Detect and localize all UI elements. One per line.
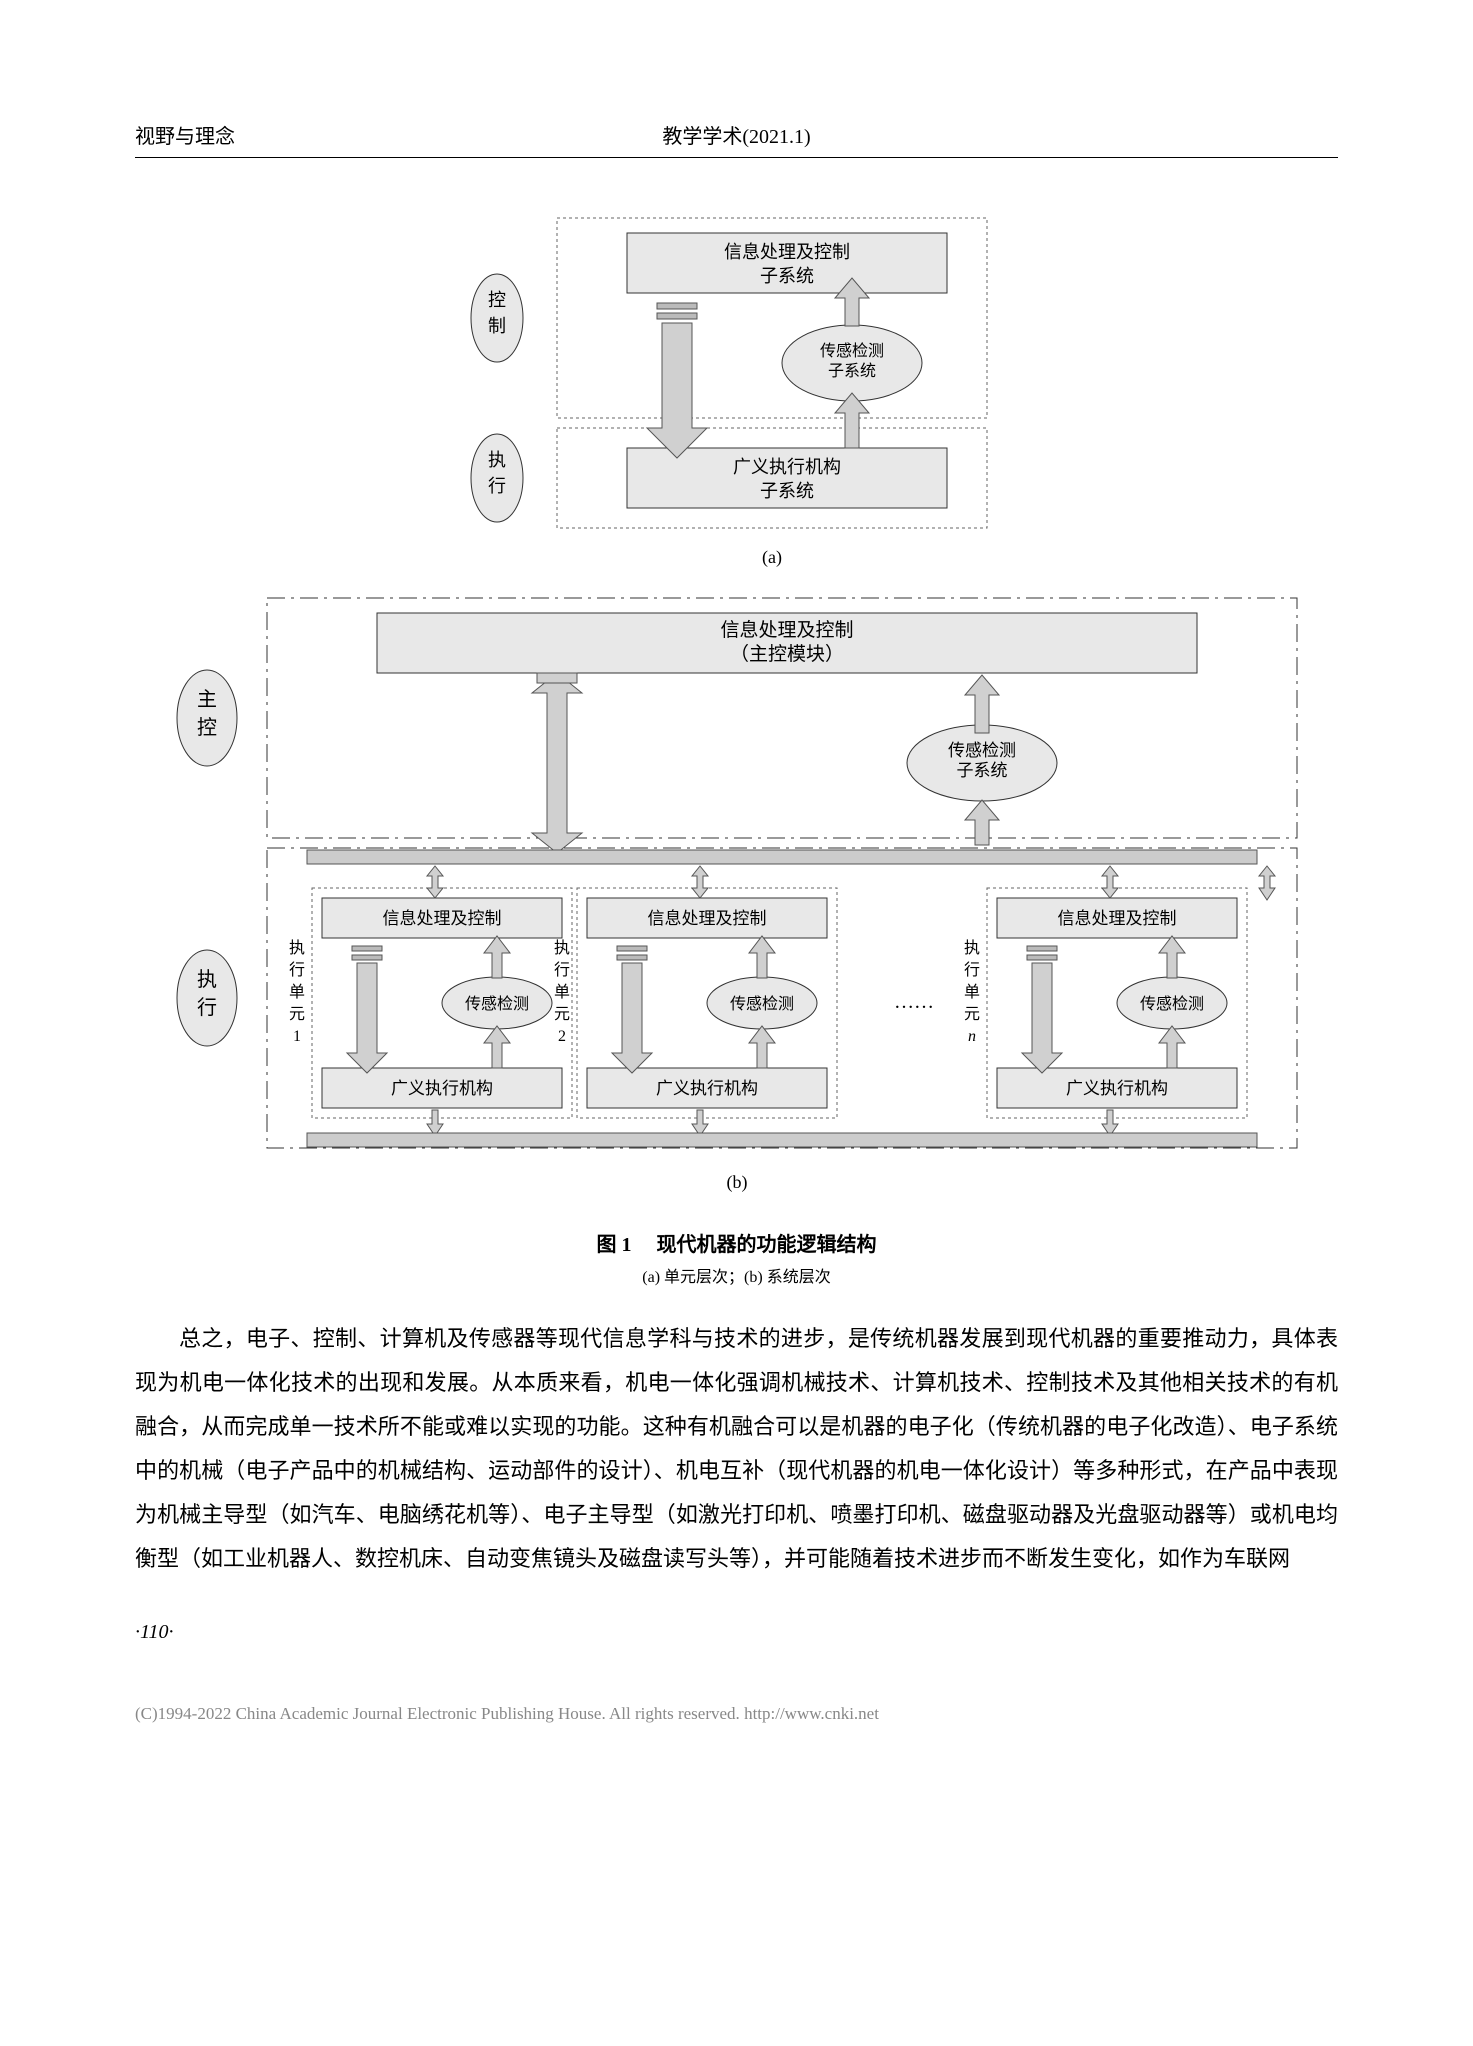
svg-text:单: 单 [963, 983, 979, 1001]
svg-text:元: 元 [553, 1006, 569, 1023]
figure-title: 图 1 现代机器的功能逻辑结构 [135, 1228, 1338, 1257]
footer-text: (C)1994-2022 China Academic Journal Elec… [135, 1704, 744, 1723]
label-exec-1: 执 [488, 450, 506, 470]
svg-text:元: 元 [963, 1006, 979, 1023]
svg-text:执: 执 [288, 939, 304, 957]
sensorb-l1: 传感检测 [948, 741, 1016, 760]
svg-text:信息处理及控制: 信息处理及控制 [382, 909, 501, 928]
sensorb-l2: 子系统 [956, 761, 1007, 780]
node-act-l2: 子系统 [760, 481, 814, 501]
diagram-a: 控 制 执 行 信息处理及控制 子系统 传感检测 子系统 广义执行机构 子系统 … [135, 198, 1338, 578]
page-number: ·110· [135, 1621, 1338, 1644]
svg-text:广义执行机构: 广义执行机构 [1066, 1079, 1168, 1098]
label-control-2: 制 [488, 316, 506, 336]
label-master-1: 主 [197, 688, 217, 711]
svg-text:n: n [968, 1028, 976, 1045]
svg-text:执: 执 [553, 939, 569, 957]
label-execb-1: 执 [197, 968, 217, 991]
svg-text:1: 1 [293, 1028, 301, 1045]
svg-text:单: 单 [288, 983, 304, 1001]
svg-text:广义执行机构: 广义执行机构 [656, 1079, 758, 1098]
header-left: 视野与理念 [135, 120, 235, 149]
diagram-b: 主 控 执 行 信息处理及控制 （主控模块） 传感检测 子系统 执行单元1信息处… [135, 588, 1338, 1208]
svg-text:广义执行机构: 广义执行机构 [391, 1079, 493, 1098]
label-master-2: 控 [197, 716, 217, 739]
svg-text:传感检测: 传感检测 [729, 995, 793, 1013]
svg-text:信息处理及控制: 信息处理及控制 [647, 909, 766, 928]
figure-caption: 图 1 现代机器的功能逻辑结构 (a) 单元层次；(b) 系统层次 [135, 1228, 1338, 1287]
node-sensor-l2: 子系统 [827, 362, 875, 380]
header-center: 教学学术(2021.1) [662, 120, 810, 149]
master-l1: 信息处理及控制 [720, 619, 853, 641]
svg-text:传感检测: 传感检测 [464, 995, 528, 1013]
label-exec-2: 行 [488, 476, 506, 496]
svg-text:信息处理及控制: 信息处理及控制 [1057, 909, 1176, 928]
svg-text:行: 行 [963, 961, 979, 979]
svg-text:行: 行 [288, 961, 304, 979]
figure-subtitle: (a) 单元层次；(b) 系统层次 [135, 1263, 1338, 1287]
diagram-b-label: (b) [726, 1172, 747, 1193]
ellipsis: …… [894, 991, 934, 1013]
svg-text:元: 元 [288, 1006, 304, 1023]
svg-text:单: 单 [553, 983, 569, 1001]
footer-link[interactable]: http://www.cnki.net [744, 1704, 879, 1723]
node-info-l2: 子系统 [760, 266, 814, 286]
svg-text:传感检测: 传感检测 [1139, 995, 1203, 1013]
node-sensor-l1: 传感检测 [819, 342, 883, 360]
exec-unit-3: 执行单元n 信息处理及控制传感检测广义执行机构 [963, 866, 1246, 1136]
label-execb-2: 行 [197, 996, 217, 1019]
footer: (C)1994-2022 China Academic Journal Elec… [135, 1704, 1338, 1724]
label-control-1: 控 [488, 290, 506, 310]
node-info-l1: 信息处理及控制 [724, 242, 850, 262]
node-act-l1: 广义执行机构 [733, 457, 841, 477]
exec-unit-1: 执行单元1信息处理及控制传感检测广义执行机构 [288, 866, 571, 1136]
exec-unit-2: 执行单元 2 信息处理及控制传感检测广义执行机构 [553, 866, 836, 1136]
master-l2: （主控模块） [729, 643, 843, 665]
svg-text:执: 执 [963, 939, 979, 957]
body-paragraph: 总之，电子、控制、计算机及传感器等现代信息学科与技术的进步，是传统机器发展到现代… [135, 1317, 1338, 1581]
svg-text:2: 2 [558, 1028, 566, 1045]
svg-text:行: 行 [553, 961, 569, 979]
page-header: 视野与理念 教学学术(2021.1) [135, 120, 1338, 158]
diagram-a-label: (a) [762, 547, 782, 568]
